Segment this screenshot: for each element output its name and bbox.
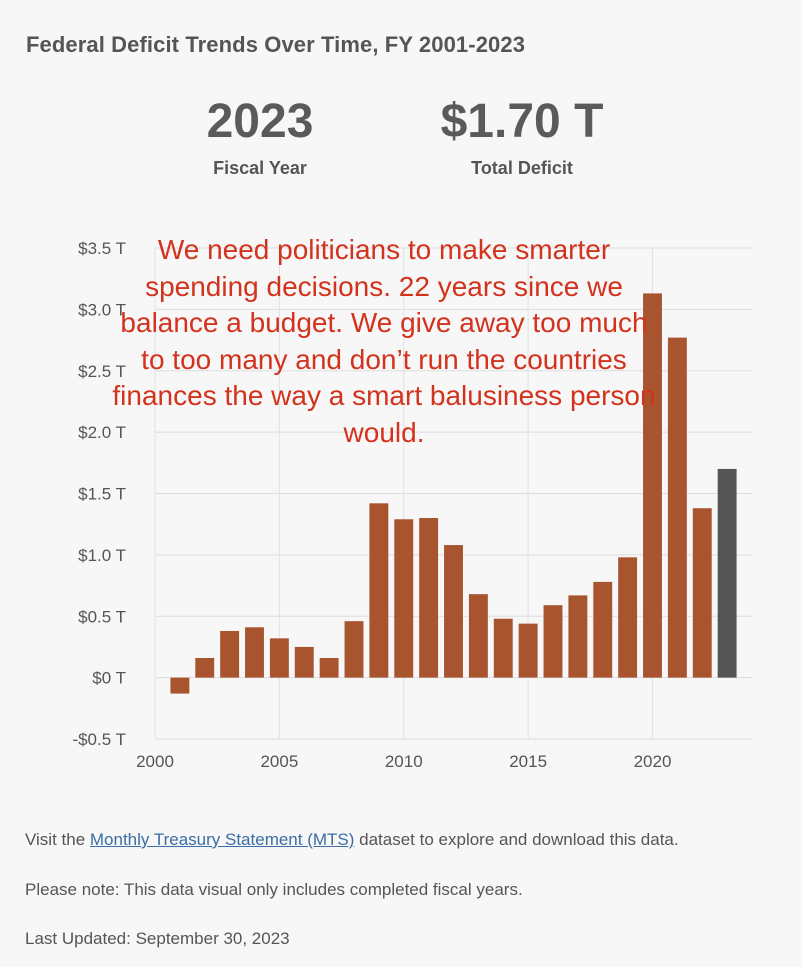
y-tick-label: $3.0 T	[78, 300, 126, 319]
bar-2016	[543, 605, 563, 678]
x-tick-label: 2005	[260, 752, 298, 771]
footer-last-updated: Last Updated: September 30, 2023	[25, 929, 290, 948]
x-tick-label: 2010	[385, 752, 423, 771]
bar-2015	[518, 623, 538, 678]
bar-2002	[195, 657, 215, 678]
mts-dataset-link[interactable]: Monthly Treasury Statement (MTS)	[89, 830, 355, 849]
handwritten-annotation: We need politicians to make smarter spen…	[112, 234, 656, 448]
stat-fiscal-year: 2023 Fiscal Year	[190, 92, 330, 179]
x-tick-label: 2015	[509, 752, 547, 771]
stat-total-deficit: $1.70 T Total Deficit	[412, 92, 632, 179]
bar-2018	[593, 581, 613, 678]
footer-visit-prefix: Visit the	[25, 830, 90, 849]
bar-2020	[643, 293, 662, 678]
chart-title: Federal Deficit Trends Over Time, FY 200…	[26, 32, 526, 57]
total-deficit-label: Total Deficit	[471, 158, 573, 178]
bar-2009	[369, 503, 389, 678]
bar-2014	[493, 618, 513, 678]
x-tick-label: 2000	[136, 752, 174, 771]
y-tick-label: $0 T	[92, 669, 126, 688]
bar-2011	[419, 518, 439, 678]
deficit-bar-chart: $3.5 T $3.0 T $2.5 T $2.0 T $1.5 T $1.0 T $0.5…	[72, 239, 752, 771]
bar-2010	[394, 519, 414, 678]
fiscal-year-label: Fiscal Year	[213, 158, 307, 178]
x-tick-label: 2020	[634, 752, 672, 771]
bar-2013	[468, 594, 488, 678]
y-tick-label: -$0.5 T	[72, 730, 126, 749]
bar-2023	[717, 468, 737, 678]
y-tick-label: $1.5 T	[78, 485, 126, 504]
fiscal-year-value: 2023	[206, 95, 314, 148]
bar-2021	[667, 337, 687, 678]
y-tick-label: $3.5 T	[78, 239, 126, 258]
footer-visit: Visit the Monthly Treasury Statement (MT…	[25, 830, 679, 850]
y-tick-label: $0.5 T	[78, 607, 126, 626]
y-tick-label: $2.0 T	[78, 423, 126, 442]
total-deficit-value: $1.70 T	[440, 95, 604, 148]
bar-2019	[618, 557, 638, 678]
bar-2001	[170, 677, 190, 694]
bar-2007	[319, 657, 339, 678]
bar-2012	[444, 545, 463, 678]
bar-2017	[568, 595, 588, 678]
y-tick-label: $1.0 T	[78, 546, 126, 565]
bar-2004	[245, 627, 264, 678]
bar-2006	[294, 646, 314, 678]
footer-note: Please note: This data visual only inclu…	[25, 880, 523, 899]
footer-visit-suffix: dataset to explore and download this dat…	[354, 830, 679, 849]
bar-2003	[220, 630, 240, 678]
bar-2005	[269, 638, 289, 678]
bar-2022	[692, 508, 712, 678]
bar-2008	[344, 621, 364, 678]
y-tick-label: $2.5 T	[78, 362, 126, 381]
